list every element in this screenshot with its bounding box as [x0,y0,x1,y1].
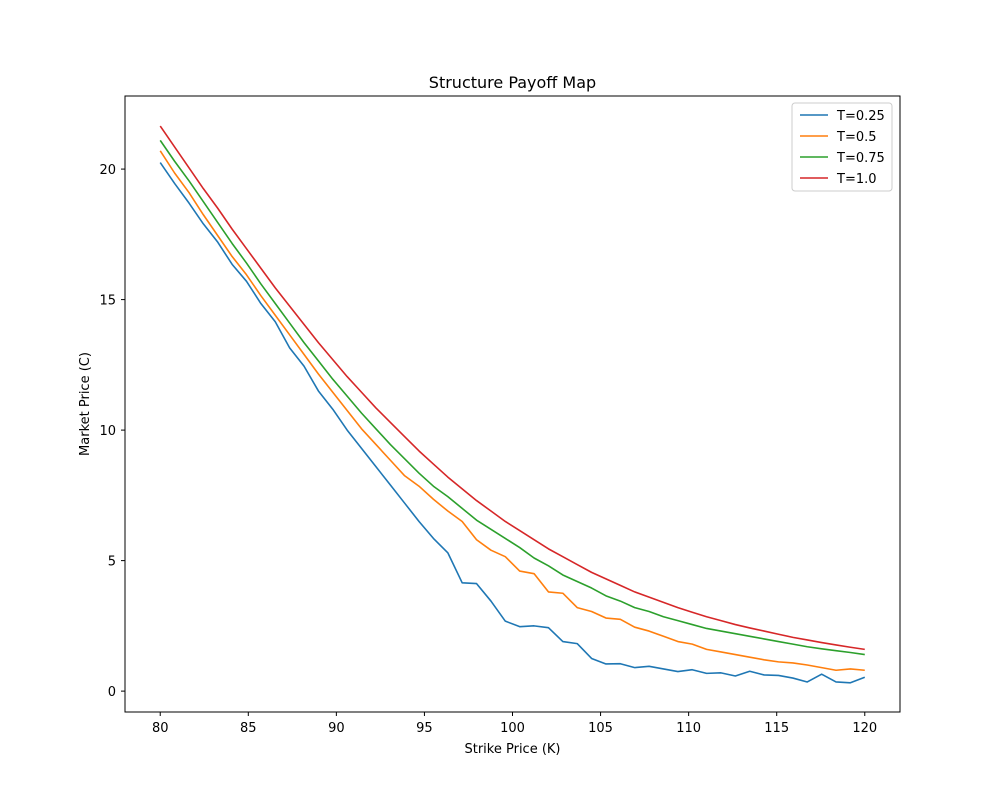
legend-label-1: T=0.5 [836,130,877,145]
y-axis: 0 5 10 15 20 [99,163,125,700]
y-tick-label: 10 [99,424,116,439]
x-tick-label: 95 [416,721,433,736]
x-tick-label: 80 [152,721,169,736]
x-tick-label: 115 [764,721,789,736]
x-tick-label: 105 [588,721,613,736]
legend-frame [791,102,893,192]
series-line-0 [159,162,866,684]
legend-label-0: T=0.25 [836,109,885,124]
legend: T=0.25 T=0.5 T=0.75 T=1.0 [791,102,893,192]
chart-title: Structure Payoff Map [429,73,596,92]
x-axis-label: Strike Price (K) [464,742,560,757]
plot-lines [159,125,866,684]
x-tick-label: 90 [328,721,345,736]
x-tick-label: 120 [852,721,877,736]
y-tick-label: 15 [99,294,116,309]
x-axis: 80 85 90 95 100 105 110 115 120 [152,712,877,736]
y-tick-label: 20 [99,163,116,178]
legend-label-3: T=1.0 [836,172,877,187]
y-tick-label: 0 [108,685,116,700]
legend-label-2: T=0.75 [836,151,885,166]
x-tick-label: 85 [240,721,257,736]
series-line-3 [159,125,865,651]
x-tick-label: 110 [676,721,701,736]
y-axis-label: Market Price (C) [78,352,93,456]
series-line-1 [159,150,865,672]
y-tick-label: 5 [108,555,116,570]
x-tick-label: 100 [500,721,525,736]
series-line-2 [159,139,865,656]
